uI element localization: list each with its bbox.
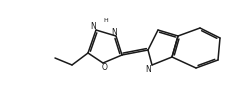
Text: N: N [145, 65, 151, 73]
Text: H: H [104, 18, 108, 22]
Text: N: N [111, 28, 117, 37]
Text: O: O [102, 62, 108, 71]
Text: N: N [90, 21, 96, 30]
